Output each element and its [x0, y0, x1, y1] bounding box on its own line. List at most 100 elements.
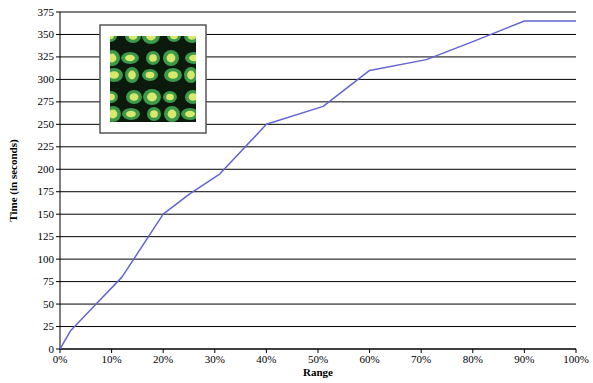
y-tick-label: 350	[38, 28, 55, 40]
grid-line	[60, 281, 576, 282]
inset-cell	[122, 108, 140, 120]
y-tick	[56, 56, 60, 57]
y-tick-label: 150	[38, 208, 55, 220]
inset-cell	[163, 50, 179, 66]
inset-cell	[142, 36, 160, 44]
inset-cell-core	[110, 71, 119, 79]
grid-line	[60, 349, 576, 350]
y-tick	[56, 124, 60, 125]
inset-cell	[164, 68, 182, 82]
x-tick-label: 0%	[53, 353, 68, 365]
x-tick-label: 80%	[463, 353, 483, 365]
y-tick	[56, 169, 60, 170]
inset-cell	[125, 67, 139, 83]
inset-cell	[164, 106, 180, 122]
y-tick	[56, 259, 60, 260]
inset-cell-core	[170, 36, 178, 39]
y-tick	[56, 236, 60, 237]
inset-cell	[110, 50, 120, 66]
inset-cell-core	[130, 93, 139, 101]
inset-cell	[110, 91, 118, 103]
y-tick-label: 125	[38, 230, 55, 242]
inset-cell	[143, 89, 161, 105]
inset-cell	[146, 51, 160, 65]
inset-cells	[110, 36, 196, 122]
inset-cell-core	[126, 111, 136, 118]
y-tick-label: 300	[38, 73, 55, 85]
inset-image	[100, 25, 206, 133]
y-tick	[56, 326, 60, 327]
x-axis-line	[60, 349, 576, 350]
inset-cell-core	[168, 71, 178, 79]
inset-cell-core	[149, 54, 157, 62]
y-tick-label: 275	[38, 95, 55, 107]
data-group	[60, 21, 576, 349]
y-tick	[56, 12, 60, 13]
x-tick-label: 30%	[205, 353, 225, 365]
y-axis-line	[60, 12, 61, 349]
x-tick-label: 40%	[256, 353, 276, 365]
inset-cell-core	[110, 110, 117, 119]
inset-cell	[110, 36, 117, 42]
inset-cell-core	[110, 54, 116, 63]
inset-cell-core	[129, 36, 138, 40]
inset-cell-core	[185, 111, 195, 118]
inset-cell-core	[187, 71, 195, 80]
inset-frame	[100, 25, 206, 133]
inset-cell-core	[189, 93, 196, 101]
x-tick-label: 50%	[308, 353, 328, 365]
y-tick	[56, 304, 60, 305]
y-tick-label: 175	[38, 185, 55, 197]
inset-cell	[184, 36, 196, 43]
inset-cell-core	[188, 36, 196, 40]
y-tick	[56, 281, 60, 282]
y-tick-label: 200	[38, 163, 55, 175]
x-tick-label: 20%	[153, 353, 173, 365]
grid-line	[60, 191, 576, 192]
grid-line	[60, 12, 576, 13]
y-tick-label: 375	[38, 6, 55, 18]
x-tick-label: 90%	[514, 353, 534, 365]
grid-line	[60, 304, 576, 305]
inset-cell	[185, 90, 196, 104]
y-tick-label: 325	[38, 50, 55, 62]
grid-line	[60, 326, 576, 327]
x-tick-label: 70%	[411, 353, 431, 365]
inset-cell	[147, 107, 161, 121]
y-tick-label: 25	[43, 320, 55, 332]
chart-container: 0255075100125150175200225250275300325350…	[0, 0, 593, 383]
grid-line	[60, 169, 576, 170]
grid-line	[60, 146, 576, 147]
inset-cell-core	[150, 110, 158, 118]
grid	[56, 12, 576, 349]
y-tick-label: 225	[38, 140, 55, 152]
inset-cell-core	[146, 72, 155, 79]
y-tick	[56, 79, 60, 80]
inset-cell-core	[128, 71, 136, 80]
y-tick	[56, 349, 60, 350]
x-axis-label: Range	[303, 366, 333, 378]
y-tick-label: 75	[43, 275, 55, 287]
inset-cell	[125, 36, 141, 43]
inset-cell-core	[147, 93, 157, 102]
y-tick	[56, 191, 60, 192]
inset-cell-core	[189, 55, 196, 62]
y-tick-label: 250	[38, 118, 55, 130]
inset-cell	[184, 67, 196, 83]
y-tick	[56, 34, 60, 35]
y-tick	[56, 214, 60, 215]
inset-cell-core	[167, 54, 176, 63]
chart-svg: 0255075100125150175200225250275300325350…	[0, 0, 593, 383]
inset-cell	[181, 108, 196, 120]
inset-cell-core	[146, 36, 156, 40]
inset-cell	[185, 52, 196, 64]
inset-cell	[126, 90, 142, 104]
inset-cell	[163, 91, 177, 103]
x-tick-label: 10%	[102, 353, 122, 365]
x-tick-label: 60%	[360, 353, 380, 365]
grid-line	[60, 259, 576, 260]
grid-line	[60, 214, 576, 215]
inset-cell-core	[168, 110, 177, 119]
inset-background	[110, 36, 196, 122]
inset-cell-core	[110, 94, 115, 101]
